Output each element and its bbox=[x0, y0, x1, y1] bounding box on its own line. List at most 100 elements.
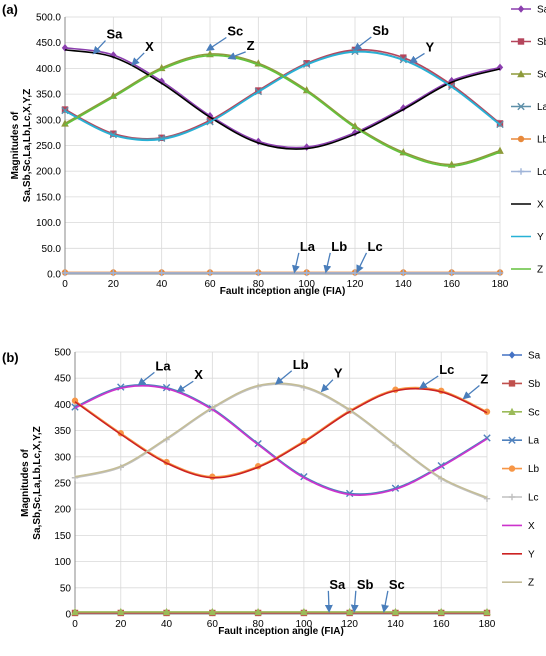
legend-marker bbox=[517, 135, 525, 143]
series-sb bbox=[71, 609, 491, 617]
data-point bbox=[483, 495, 491, 502]
annotation-arrow bbox=[292, 252, 300, 274]
data-point bbox=[158, 269, 165, 277]
annotation-arrow bbox=[381, 590, 390, 613]
legend-marker bbox=[517, 38, 525, 45]
series-line bbox=[64, 54, 501, 167]
legend-marker bbox=[508, 465, 516, 472]
annotation-label: X bbox=[194, 367, 203, 382]
series-line bbox=[64, 47, 501, 149]
series-sc bbox=[61, 50, 504, 168]
legend-item-z: Z bbox=[502, 578, 534, 589]
annotation-arrow bbox=[137, 371, 155, 386]
legend-label: Z bbox=[537, 265, 543, 276]
x-tick-label: 40 bbox=[156, 279, 168, 290]
legend-label: Sb bbox=[528, 379, 541, 390]
legend-marker bbox=[517, 168, 525, 175]
data-point bbox=[351, 121, 359, 130]
data-point bbox=[345, 489, 354, 498]
data-point bbox=[437, 607, 446, 616]
legend-label: La bbox=[528, 436, 540, 447]
y-tick-label: 0.0 bbox=[47, 270, 61, 281]
data-point bbox=[61, 119, 69, 127]
annotation-label: Z bbox=[480, 371, 488, 386]
data-point bbox=[255, 269, 262, 277]
y-tick-label: 0 bbox=[65, 610, 71, 621]
legend-marker bbox=[508, 351, 516, 359]
annotation-label: Lc bbox=[439, 362, 454, 377]
x-tick-label: 180 bbox=[479, 619, 496, 630]
y-axis-title: Magnitudes of bbox=[10, 111, 21, 179]
legend-item-sa: Sa bbox=[511, 5, 546, 16]
y-axis-title: Magnitudes of bbox=[20, 448, 31, 516]
y-tick-label: 500.0 bbox=[36, 13, 61, 24]
legend-item-lb: Lb bbox=[502, 464, 540, 475]
x-tick-label: 160 bbox=[433, 619, 450, 630]
data-point bbox=[61, 106, 69, 113]
legend-item-lb: Lb bbox=[511, 135, 546, 146]
series-z bbox=[64, 54, 501, 167]
y-tick-label: 450.0 bbox=[36, 38, 61, 49]
data-point bbox=[206, 117, 214, 124]
y-tick-label: 100 bbox=[54, 557, 71, 568]
data-point bbox=[162, 607, 171, 616]
legend-label: Sc bbox=[528, 407, 540, 418]
data-point bbox=[303, 143, 310, 151]
legend-item-y: Y bbox=[511, 232, 544, 243]
annotation-arrow bbox=[350, 590, 359, 613]
x-tick-label: 100 bbox=[298, 279, 315, 290]
annotation-arrow bbox=[356, 252, 368, 274]
annotation-arrow bbox=[176, 380, 194, 393]
legend-marker bbox=[517, 102, 525, 111]
legend-label: Y bbox=[528, 549, 535, 560]
y-tick-label: 150 bbox=[54, 531, 71, 542]
data-point bbox=[300, 607, 308, 616]
legend-label: Y bbox=[537, 232, 544, 243]
series-y bbox=[74, 387, 488, 479]
annotation-label: Z bbox=[247, 38, 255, 53]
series-x bbox=[74, 385, 488, 496]
series-sa bbox=[61, 44, 504, 151]
annotation-label: Lb bbox=[331, 239, 347, 254]
data-point bbox=[496, 269, 504, 277]
x-axis-title: Fault inception angle (FIA) bbox=[218, 626, 344, 637]
legend-item-lc: Lc bbox=[502, 493, 539, 504]
data-point bbox=[483, 607, 491, 616]
data-point bbox=[110, 269, 117, 277]
annotation-label: Lb bbox=[293, 357, 309, 372]
annotation-label: Y bbox=[334, 366, 343, 381]
series-lc bbox=[61, 269, 504, 277]
annotation-label: Sb bbox=[372, 23, 389, 38]
data-point bbox=[206, 269, 214, 277]
annotation-arrow bbox=[418, 375, 439, 389]
annotation-arrow bbox=[274, 370, 293, 385]
legend-label: Sc bbox=[537, 70, 546, 81]
series-line bbox=[74, 386, 488, 478]
series-z bbox=[74, 382, 488, 499]
legend-item-la: La bbox=[511, 102, 546, 113]
legend-label: Lc bbox=[528, 493, 539, 504]
data-point bbox=[448, 269, 455, 277]
data-point bbox=[209, 473, 216, 480]
x-tick-label: 20 bbox=[108, 279, 120, 290]
y-tick-label: 250.0 bbox=[36, 141, 61, 152]
x-tick-label: 60 bbox=[204, 279, 216, 290]
y-tick-label: 300 bbox=[54, 452, 71, 463]
legend-item-la: La bbox=[502, 436, 540, 447]
y-axis-title: Sa,Sb,Sc,La,Lb,Lc,X,Y,Z bbox=[32, 426, 43, 539]
legend-item-x: X bbox=[511, 200, 544, 211]
data-point bbox=[110, 130, 117, 137]
x-tick-label: 100 bbox=[296, 619, 313, 630]
x-tick-label: 160 bbox=[443, 279, 460, 290]
series-lb bbox=[71, 386, 491, 480]
x-tick-label: 180 bbox=[492, 279, 509, 290]
data-point bbox=[116, 607, 125, 616]
annotation-label: Sc bbox=[227, 24, 243, 39]
legend-item-sc: Sc bbox=[502, 407, 540, 418]
data-point bbox=[109, 91, 118, 99]
data-point bbox=[71, 474, 79, 481]
series-x bbox=[64, 49, 501, 150]
data-point bbox=[61, 269, 69, 277]
legend-item-sb: Sb bbox=[511, 37, 546, 48]
